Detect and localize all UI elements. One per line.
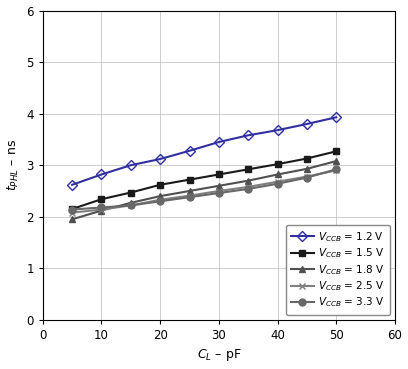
$V_{CCB}$ = 1.5 V (99, 197, 104, 201)
$V_{CCB}$ = 1.8 V (334, 159, 339, 163)
$V_{CCB}$ = 1.8 V (246, 179, 251, 183)
Line: $V_{CCB}$ = 3.3 V: $V_{CCB}$ = 3.3 V (69, 166, 340, 213)
$V_{CCB}$ = 1.2 V (70, 183, 75, 187)
$V_{CCB}$ = 1.8 V (99, 208, 104, 213)
$V_{CCB}$ = 1.5 V (334, 149, 339, 154)
$V_{CCB}$ = 3.3 V (129, 203, 133, 208)
$V_{CCB}$ = 3.3 V (216, 191, 221, 195)
$V_{CCB}$ = 1.8 V (158, 194, 163, 199)
$V_{CCB}$ = 1.2 V (275, 128, 280, 132)
$V_{CCB}$ = 2.5 V (70, 210, 75, 215)
$V_{CCB}$ = 3.3 V (304, 175, 309, 180)
$V_{CCB}$ = 1.5 V (158, 183, 163, 187)
$V_{CCB}$ = 1.2 V (99, 172, 104, 177)
$V_{CCB}$ = 2.5 V (158, 197, 163, 202)
Y-axis label: $t_{PHL}$ – ns: $t_{PHL}$ – ns (6, 139, 21, 191)
$V_{CCB}$ = 1.8 V (129, 201, 133, 205)
$V_{CCB}$ = 2.5 V (99, 207, 104, 212)
$V_{CCB}$ = 1.5 V (304, 156, 309, 161)
$V_{CCB}$ = 1.2 V (216, 140, 221, 144)
$V_{CCB}$ = 3.3 V (334, 167, 339, 172)
Line: $V_{CCB}$ = 2.5 V: $V_{CCB}$ = 2.5 V (69, 167, 340, 216)
Line: $V_{CCB}$ = 1.8 V: $V_{CCB}$ = 1.8 V (69, 158, 340, 223)
$V_{CCB}$ = 3.3 V (158, 199, 163, 204)
$V_{CCB}$ = 1.2 V (246, 133, 251, 138)
Legend: $V_{CCB}$ = 1.2 V, $V_{CCB}$ = 1.5 V, $V_{CCB}$ = 1.8 V, $V_{CCB}$ = 2.5 V, $V_{: $V_{CCB}$ = 1.2 V, $V_{CCB}$ = 1.5 V, $V… (286, 225, 390, 315)
$V_{CCB}$ = 2.5 V (334, 168, 339, 173)
$V_{CCB}$ = 1.5 V (246, 167, 251, 172)
$V_{CCB}$ = 1.8 V (70, 217, 75, 221)
$V_{CCB}$ = 3.3 V (187, 195, 192, 199)
$V_{CCB}$ = 1.5 V (70, 207, 75, 211)
$V_{CCB}$ = 1.2 V (158, 157, 163, 161)
$V_{CCB}$ = 1.2 V (129, 163, 133, 168)
$V_{CCB}$ = 3.3 V (275, 182, 280, 186)
$V_{CCB}$ = 3.3 V (70, 207, 75, 212)
$V_{CCB}$ = 1.5 V (187, 177, 192, 182)
Line: $V_{CCB}$ = 1.2 V: $V_{CCB}$ = 1.2 V (69, 114, 340, 188)
$V_{CCB}$ = 1.5 V (275, 162, 280, 166)
$V_{CCB}$ = 1.2 V (304, 122, 309, 126)
X-axis label: $C_L$ – pF: $C_L$ – pF (197, 348, 241, 363)
$V_{CCB}$ = 3.3 V (99, 205, 104, 210)
$V_{CCB}$ = 1.8 V (187, 189, 192, 193)
$V_{CCB}$ = 2.5 V (129, 203, 133, 208)
Line: $V_{CCB}$ = 1.5 V: $V_{CCB}$ = 1.5 V (69, 148, 340, 213)
$V_{CCB}$ = 1.5 V (216, 172, 221, 177)
$V_{CCB}$ = 1.2 V (187, 149, 192, 153)
$V_{CCB}$ = 1.8 V (304, 166, 309, 171)
$V_{CCB}$ = 2.5 V (216, 189, 221, 193)
$V_{CCB}$ = 1.8 V (216, 184, 221, 188)
$V_{CCB}$ = 2.5 V (187, 193, 192, 198)
$V_{CCB}$ = 1.2 V (334, 115, 339, 120)
$V_{CCB}$ = 3.3 V (246, 187, 251, 191)
$V_{CCB}$ = 2.5 V (246, 184, 251, 189)
$V_{CCB}$ = 2.5 V (275, 179, 280, 184)
$V_{CCB}$ = 2.5 V (304, 174, 309, 179)
$V_{CCB}$ = 1.5 V (129, 190, 133, 195)
$V_{CCB}$ = 1.8 V (275, 172, 280, 177)
